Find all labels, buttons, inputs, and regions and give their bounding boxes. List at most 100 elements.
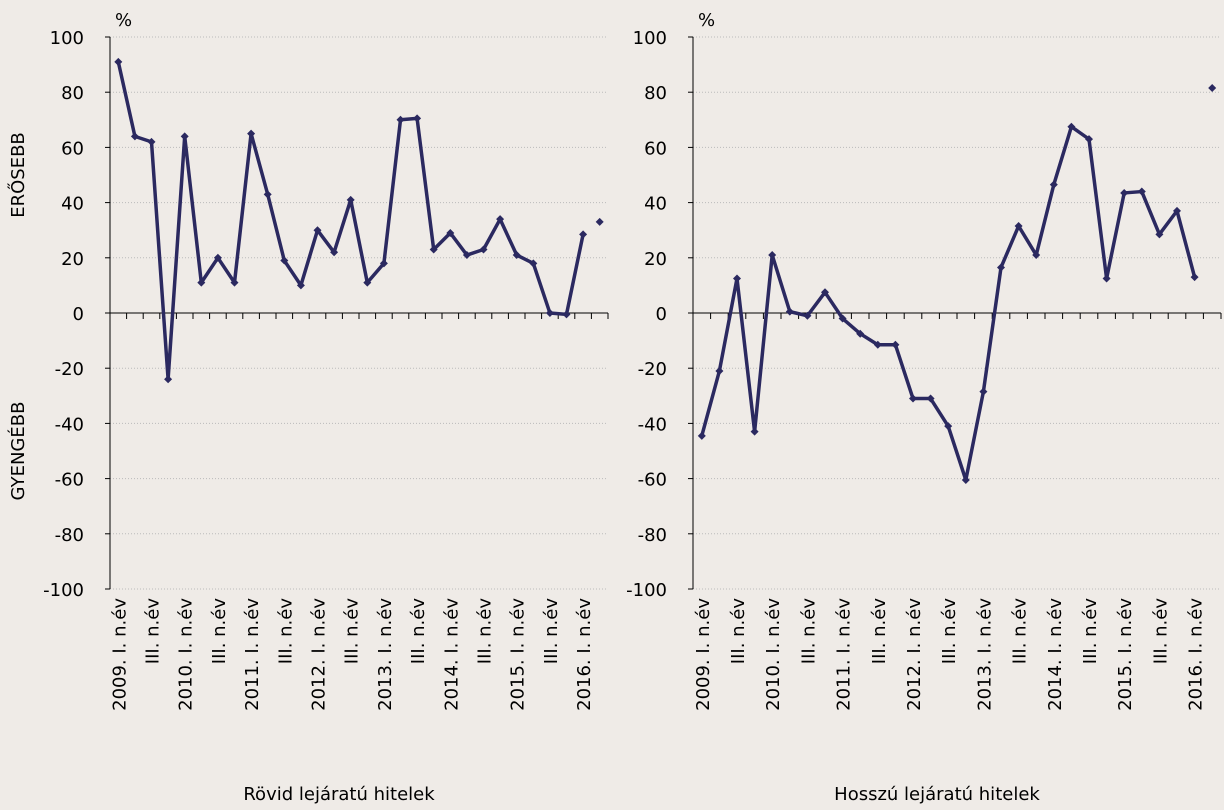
point-marker xyxy=(961,475,970,484)
y-tick-label: -60 xyxy=(638,470,667,491)
point-marker xyxy=(363,278,372,287)
y-tick-label: -40 xyxy=(638,414,667,435)
point-marker xyxy=(545,309,554,317)
point-marker xyxy=(197,278,206,287)
point-marker xyxy=(1208,84,1217,93)
point-marker xyxy=(1102,274,1111,283)
x-tick-label: 2014. I. n.év xyxy=(1045,598,1066,711)
point-marker xyxy=(768,251,777,260)
point-marker xyxy=(280,256,289,265)
x-tick-label: 2012. I. n.év xyxy=(309,598,330,711)
x-tick-label: 2009. I. n.év xyxy=(109,598,130,711)
x-tick-label: III. n.év xyxy=(143,598,164,665)
x-tick-label: 2011. I. n.év xyxy=(834,598,855,711)
point-marker xyxy=(891,340,900,349)
chart-title: Rövid lejáratú hitelek xyxy=(243,784,435,805)
point-marker xyxy=(1190,273,1199,282)
y-tick-label: 0 xyxy=(73,304,84,325)
point-marker xyxy=(785,307,794,316)
x-tick-label: III. n.év xyxy=(798,598,819,665)
x-tick-label: 2016. I. n.év xyxy=(574,598,595,711)
point-marker xyxy=(1014,222,1023,231)
point-marker xyxy=(750,427,759,436)
y-tick-label: -80 xyxy=(55,525,84,546)
point-marker xyxy=(479,245,488,254)
point-marker xyxy=(147,137,156,146)
y-tick-label: -40 xyxy=(55,414,84,435)
x-tick-label: III. n.év xyxy=(1080,598,1101,665)
x-tick-label: 2010. I. n.év xyxy=(176,598,197,711)
x-tick-label: 2013. I. n.év xyxy=(974,598,995,711)
point-marker xyxy=(446,228,455,237)
x-tick-label: 2015. I. n.év xyxy=(1115,598,1136,711)
point-marker xyxy=(263,190,272,199)
point-marker xyxy=(1032,251,1041,260)
point-marker xyxy=(562,310,571,319)
point-marker xyxy=(1120,188,1129,197)
point-marker xyxy=(595,217,604,226)
point-marker xyxy=(512,251,521,260)
point-marker xyxy=(873,340,882,349)
y-tick-label: 60 xyxy=(644,138,667,159)
y-tick-label: -100 xyxy=(43,580,84,601)
y-tick-label: 0 xyxy=(656,304,667,325)
y-tick-label: 20 xyxy=(61,249,84,270)
point-marker xyxy=(247,129,256,138)
x-tick-label: 2014. I. n.év xyxy=(441,598,462,711)
chart-title: Hosszú lejáratú hitelek xyxy=(834,784,1040,805)
point-marker xyxy=(429,245,438,254)
point-marker xyxy=(579,230,588,239)
point-marker xyxy=(164,375,173,384)
y-tick-label: 60 xyxy=(61,138,84,159)
point-marker xyxy=(230,278,239,287)
x-tick-label: 2013. I. n.év xyxy=(375,598,396,711)
x-tick-label: III. n.év xyxy=(541,598,562,665)
point-marker xyxy=(180,132,189,141)
point-marker xyxy=(462,251,471,260)
y-tick-label: -80 xyxy=(638,525,667,546)
point-marker xyxy=(926,394,935,403)
point-marker xyxy=(803,311,812,320)
annotation: GYENGÉBB xyxy=(7,402,29,501)
x-tick-label: III. n.év xyxy=(1010,598,1031,665)
point-marker xyxy=(296,281,305,290)
y-tick-label: 20 xyxy=(644,249,667,270)
point-marker xyxy=(346,195,355,204)
x-tick-label: 2011. I. n.év xyxy=(242,598,263,711)
y-tick-label: -20 xyxy=(55,359,84,380)
y-tick-label: -100 xyxy=(626,580,667,601)
point-marker xyxy=(697,431,706,440)
point-marker xyxy=(496,215,505,224)
point-marker xyxy=(114,57,123,66)
x-tick-label: III. n.év xyxy=(342,598,363,665)
point-marker xyxy=(838,314,847,323)
point-marker xyxy=(529,259,538,268)
point-marker xyxy=(997,263,1005,272)
series-line xyxy=(116,61,585,381)
y-tick-label: 100 xyxy=(50,28,84,49)
point-marker xyxy=(715,366,724,375)
point-marker xyxy=(1173,206,1181,215)
point-marker xyxy=(213,253,222,262)
point-marker xyxy=(821,288,829,297)
point-marker xyxy=(856,329,865,338)
point-marker xyxy=(909,394,917,403)
y-tick-label: -60 xyxy=(55,470,84,491)
y-tick-label: 80 xyxy=(644,83,667,104)
point-marker xyxy=(396,115,405,124)
x-tick-label: III. n.év xyxy=(1150,598,1171,665)
point-marker xyxy=(313,226,322,235)
x-tick-label: III. n.év xyxy=(728,598,749,665)
point-marker xyxy=(1067,122,1076,131)
point-marker xyxy=(979,387,988,396)
y-unit: % xyxy=(115,10,132,31)
point-marker xyxy=(733,274,741,283)
y-tick-label: -20 xyxy=(638,359,667,380)
x-tick-label: III. n.év xyxy=(869,598,890,665)
point-marker xyxy=(130,132,139,141)
point-marker xyxy=(1155,230,1164,239)
x-tick-label: 2010. I. n.év xyxy=(763,598,784,711)
point-marker xyxy=(379,259,388,268)
